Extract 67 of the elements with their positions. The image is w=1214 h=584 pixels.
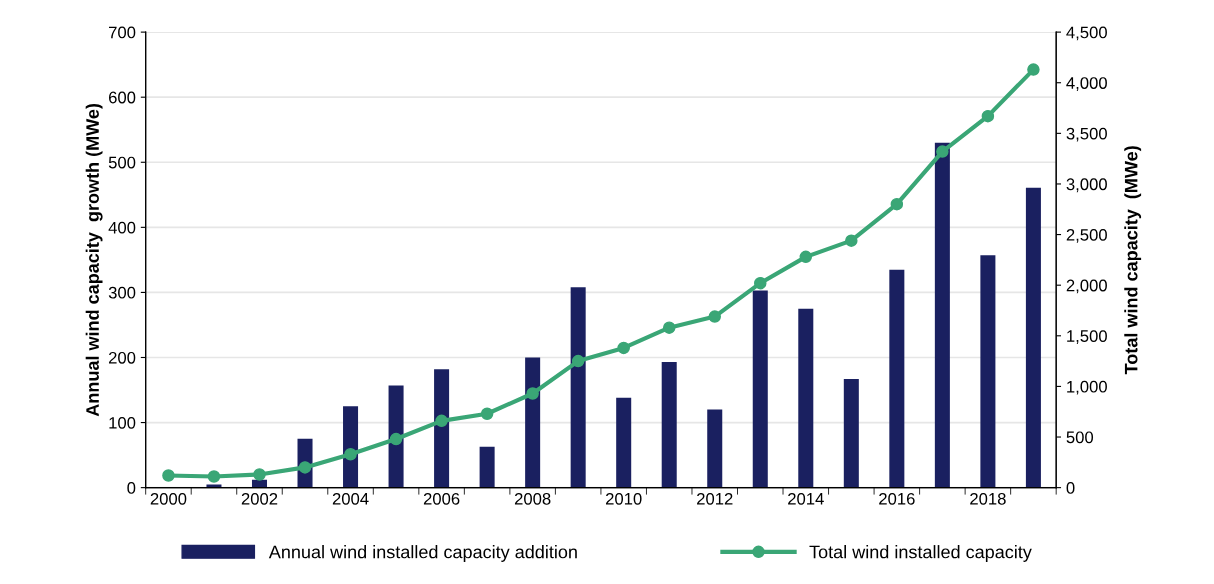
- y2-tick-label: 1,000: [1067, 380, 1107, 395]
- point: [526, 387, 539, 400]
- y2-tick-label: 3,500: [1066, 127, 1107, 142]
- point: [708, 310, 721, 323]
- bar: [798, 308, 814, 488]
- bar: [206, 484, 222, 488]
- x-tick-label: 2016: [879, 492, 915, 505]
- bar: [434, 369, 450, 488]
- y2-tick-label: 3,000: [1066, 178, 1107, 193]
- bar: [479, 446, 495, 488]
- point: [845, 234, 858, 247]
- y-tick-label: 0: [127, 482, 136, 494]
- point: [435, 414, 448, 428]
- point: [253, 468, 266, 481]
- bar: [889, 269, 905, 488]
- bar: [1025, 187, 1041, 488]
- legend-label: Annual wind installed capacity addition: [268, 545, 577, 562]
- bar: [661, 362, 677, 488]
- point: [754, 276, 767, 290]
- point: [162, 469, 175, 482]
- x-tick-label: 2002: [241, 492, 278, 505]
- bar: [525, 357, 541, 488]
- y2-axis-title: Total wind capacity (MWe): [1124, 146, 1142, 375]
- point: [662, 321, 676, 334]
- bar: [388, 385, 404, 488]
- bar: [843, 378, 859, 488]
- x-tick-label: 2004: [332, 492, 369, 505]
- point: [1027, 63, 1040, 76]
- y2-tick-label: 2,000: [1066, 279, 1107, 294]
- x-tick-label: 2006: [423, 492, 460, 505]
- point: [981, 109, 995, 123]
- x-tick-label: 2000: [150, 492, 187, 505]
- point: [480, 407, 494, 420]
- point: [571, 354, 585, 368]
- point: [207, 470, 221, 483]
- legend-label: Total wind installed capacity: [809, 545, 1032, 562]
- bar: [934, 142, 950, 488]
- point: [389, 432, 403, 446]
- x-tick-label: 2018: [970, 492, 1006, 505]
- point: [936, 145, 949, 158]
- y2-tick-label: 4,500: [1066, 26, 1107, 41]
- bar: [616, 397, 632, 488]
- x-tick-label: 2014: [788, 492, 824, 505]
- bar: [980, 255, 996, 488]
- y-tick-label: 200: [108, 351, 136, 364]
- y-tick-label: 700: [109, 26, 136, 39]
- y-axis-title: Annual wind capacity growth (MWe): [85, 103, 103, 417]
- bar: [752, 290, 768, 488]
- x-tick-label: 2012: [697, 492, 733, 505]
- x-tick-label: 2008: [514, 492, 551, 505]
- x-tick-label: 2010: [605, 492, 642, 505]
- bar: [570, 287, 586, 488]
- point: [344, 447, 357, 461]
- y2-tick-label: 1,500: [1067, 330, 1107, 344]
- y-tick-label: 400: [108, 221, 136, 234]
- y-tick-label: 100: [109, 416, 136, 429]
- point: [799, 250, 813, 264]
- bar: [707, 409, 723, 488]
- y2-tick-label: 4,000: [1066, 77, 1107, 91]
- y2-tick-label: 2,500: [1066, 228, 1107, 243]
- y-tick-label: 500: [108, 156, 136, 169]
- point: [890, 197, 904, 211]
- point: [617, 341, 630, 355]
- y2-tick-label: 0: [1066, 482, 1075, 494]
- y-tick-label: 600: [109, 91, 136, 104]
- y2-tick-label: 500: [1066, 431, 1094, 444]
- y-tick-label: 300: [108, 286, 136, 299]
